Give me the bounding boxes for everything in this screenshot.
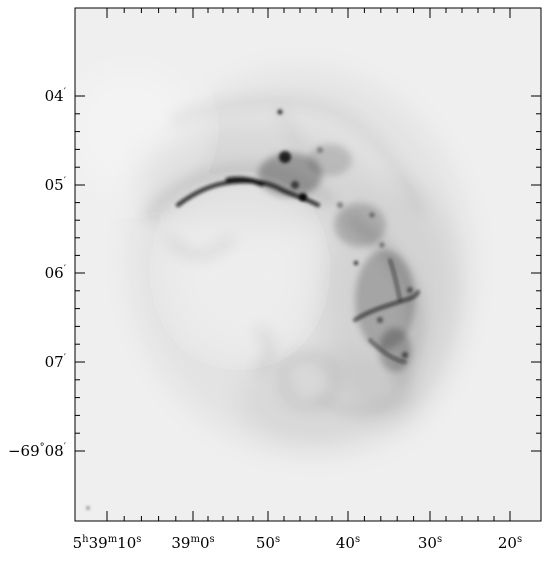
dec-tick-label: 04′ <box>45 87 67 105</box>
ra-tick-label: 39m0s <box>171 534 214 552</box>
dec-axis-labels: 04′05′06′07′−69°08′ <box>8 87 67 460</box>
ra-tick-unit: s <box>517 534 522 545</box>
plot-frame <box>74 7 542 522</box>
ra-tick-value: 39 <box>89 534 108 552</box>
ra-tick-value: 39 <box>171 534 190 552</box>
ra-tick-label: 5h39m10s <box>73 534 142 552</box>
dec-tick-value: 07 <box>45 353 64 371</box>
ra-tick-label: 50s <box>256 534 280 552</box>
dec-tick-label: −69°08′ <box>8 442 67 460</box>
ra-tick-label: 40s <box>336 534 360 552</box>
ra-tick-label: 30s <box>418 534 442 552</box>
dec-tick-degrees: −69 <box>8 442 40 460</box>
axis-ticks <box>75 8 541 521</box>
dec-tick-unit: ′ <box>64 264 67 275</box>
ra-tick-unit: s <box>437 534 442 545</box>
dec-tick-label: 05′ <box>45 176 67 194</box>
dec-tick-value: 05 <box>45 176 64 194</box>
emission-structures <box>258 144 415 372</box>
ra-tick-value: 50 <box>256 534 275 552</box>
ra-tick-unit: s <box>355 534 360 545</box>
dec-tick-unit: ′ <box>64 442 67 453</box>
ra-tick-value: 30 <box>418 534 437 552</box>
ra-tick-unit: s <box>275 534 280 545</box>
dec-tick-label: 06′ <box>45 264 67 282</box>
ra-tick-unit: m <box>190 534 200 545</box>
dec-tick-value: 08 <box>45 442 64 460</box>
ra-tick-value: 40 <box>336 534 355 552</box>
ra-tick-unit: h <box>82 534 89 545</box>
ra-axis-labels: 5h39m10s 39m0s 50s 40s 30s 20s <box>73 534 523 552</box>
ra-tick-value: 5 <box>73 534 83 552</box>
dec-tick-unit: ′ <box>64 87 67 98</box>
ra-tick-unit: s <box>136 534 141 545</box>
dec-tick-value: 06 <box>45 264 64 282</box>
bright-knots <box>86 109 413 510</box>
ra-tick-unit: s <box>209 534 214 545</box>
ra-tick-value: 20 <box>498 534 517 552</box>
dec-tick-degree-unit: ° <box>40 442 45 453</box>
ra-tick-value: 0 <box>200 534 210 552</box>
dec-tick-unit: ′ <box>64 353 67 364</box>
ra-tick-value: 10 <box>117 534 136 552</box>
ra-tick-unit: m <box>108 534 118 545</box>
sky-image <box>75 8 541 521</box>
dec-tick-label: 07′ <box>45 353 67 371</box>
ra-tick-label: 20s <box>498 534 522 552</box>
dec-tick-unit: ′ <box>64 176 67 187</box>
dec-tick-value: 04 <box>45 87 64 105</box>
